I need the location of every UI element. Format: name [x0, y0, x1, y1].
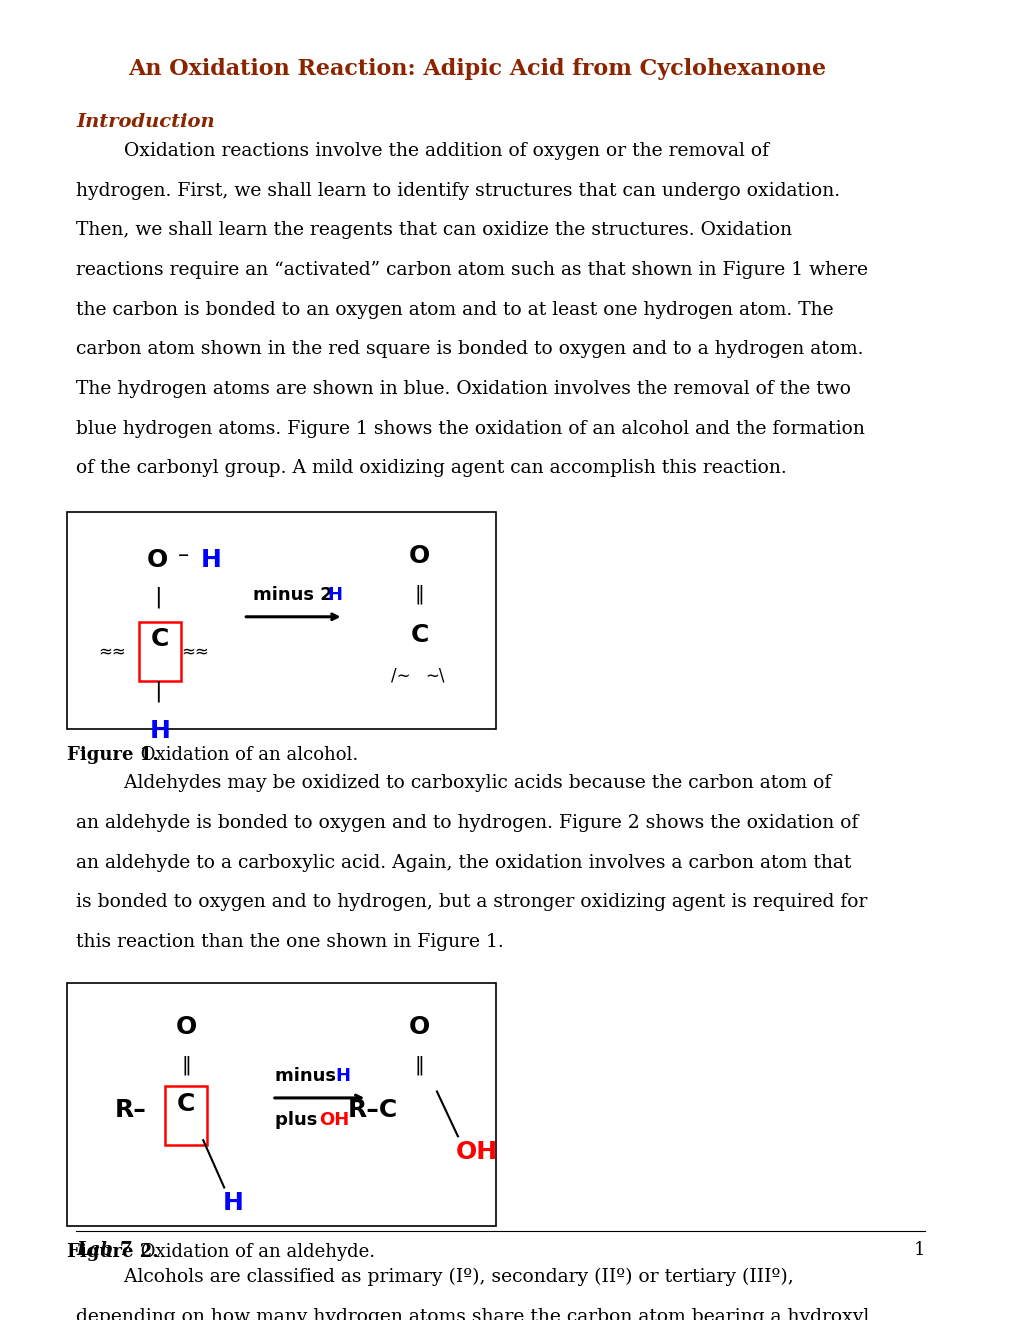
Text: O: O — [147, 548, 168, 572]
Text: C: C — [411, 623, 429, 647]
Bar — [66, 983, 495, 1226]
Text: /∼: /∼ — [390, 667, 411, 685]
Text: H: H — [335, 1067, 351, 1085]
Text: reactions require an “activated” carbon atom such as that shown in Figure 1 wher: reactions require an “activated” carbon … — [76, 261, 867, 279]
Text: C: C — [151, 627, 169, 651]
Text: Aldehydes may be oxidized to carboxylic acids because the carbon atom of: Aldehydes may be oxidized to carboxylic … — [76, 775, 830, 792]
Text: ‖: ‖ — [415, 585, 424, 605]
Bar — [140, 622, 181, 681]
Text: The hydrogen atoms are shown in blue. Oxidation involves the removal of the two: The hydrogen atoms are shown in blue. Ox… — [76, 380, 851, 399]
Text: Oxidation of an aldehyde.: Oxidation of an aldehyde. — [136, 1242, 375, 1261]
Text: O: O — [409, 544, 430, 568]
Text: Introduction: Introduction — [76, 112, 215, 131]
Text: O: O — [175, 1015, 197, 1039]
Bar — [165, 1086, 207, 1146]
Text: ≈≈: ≈≈ — [98, 643, 126, 660]
Text: |: | — [155, 681, 162, 702]
Text: of the carbonyl group. A mild oxidizing agent can accomplish this reaction.: of the carbonyl group. A mild oxidizing … — [76, 459, 787, 478]
Text: OH: OH — [455, 1140, 497, 1164]
Text: is bonded to oxygen and to hydrogen, but a stronger oxidizing agent is required : is bonded to oxygen and to hydrogen, but… — [76, 894, 867, 911]
Text: an aldehyde is bonded to oxygen and to hydrogen. Figure 2 shows the oxidation of: an aldehyde is bonded to oxygen and to h… — [76, 814, 858, 832]
Text: an aldehyde to a carboxylic acid. Again, the oxidation involves a carbon atom th: an aldehyde to a carboxylic acid. Again,… — [76, 854, 851, 871]
Text: ‖: ‖ — [415, 1056, 424, 1076]
Text: the carbon is bonded to an oxygen atom and to at least one hydrogen atom. The: the carbon is bonded to an oxygen atom a… — [76, 301, 834, 318]
Text: H: H — [222, 1192, 243, 1216]
Text: H: H — [327, 586, 342, 605]
Text: |: | — [155, 586, 162, 607]
Text: minus: minus — [274, 1067, 341, 1085]
Text: OH: OH — [319, 1110, 350, 1129]
Text: plus: plus — [274, 1110, 323, 1129]
Text: ≈≈: ≈≈ — [181, 643, 209, 660]
Text: R–: R– — [114, 1098, 146, 1122]
Text: R–C: R–C — [347, 1098, 398, 1122]
Text: C: C — [176, 1092, 195, 1115]
Text: Oxidation reactions involve the addition of oxygen or the removal of: Oxidation reactions involve the addition… — [76, 143, 768, 160]
Text: An Oxidation Reaction: Adipic Acid from Cyclohexanone: An Oxidation Reaction: Adipic Acid from … — [127, 58, 825, 79]
Text: Figure 2.: Figure 2. — [66, 1242, 158, 1261]
Text: Figure 1.: Figure 1. — [66, 746, 158, 764]
Text: Then, we shall learn the reagents that can oxidize the structures. Oxidation: Then, we shall learn the reagents that c… — [76, 222, 792, 239]
Text: H: H — [200, 548, 221, 572]
Text: ‖: ‖ — [181, 1056, 191, 1076]
Text: 1: 1 — [913, 1241, 924, 1259]
Text: hydrogen. First, we shall learn to identify structures that can undergo oxidatio: hydrogen. First, we shall learn to ident… — [76, 182, 840, 199]
Text: O: O — [409, 1015, 430, 1039]
Text: –: – — [177, 545, 189, 565]
Text: carbon atom shown in the red square is bonded to oxygen and to a hydrogen atom.: carbon atom shown in the red square is b… — [76, 341, 863, 359]
Text: Alcohols are classified as primary (Iº), secondary (IIº) or tertiary (IIIº),: Alcohols are classified as primary (Iº),… — [76, 1269, 794, 1287]
Text: minus 2: minus 2 — [253, 586, 332, 605]
Text: H: H — [150, 719, 170, 743]
Text: Oxidation of an alcohol.: Oxidation of an alcohol. — [136, 746, 359, 764]
Text: depending on how many hydrogen atoms share the carbon atom bearing a hydroxyl: depending on how many hydrogen atoms sha… — [76, 1308, 869, 1320]
Text: Lab 7: Lab 7 — [76, 1241, 131, 1259]
Bar — [66, 512, 495, 730]
Text: ∼\: ∼\ — [425, 667, 444, 685]
Text: this reaction than the one shown in Figure 1.: this reaction than the one shown in Figu… — [76, 933, 503, 950]
Text: blue hydrogen atoms. Figure 1 shows the oxidation of an alcohol and the formatio: blue hydrogen atoms. Figure 1 shows the … — [76, 420, 864, 438]
